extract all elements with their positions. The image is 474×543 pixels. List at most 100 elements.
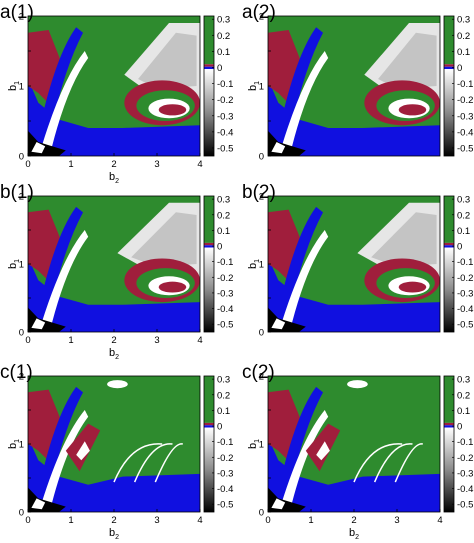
colorbar-tick-label: 0.2 [217, 31, 230, 42]
colorbar-tick-label: -0.5 [217, 143, 233, 154]
colorbar-tick-label: 0.1 [217, 47, 230, 58]
region-white-patch [76, 441, 90, 461]
colorbar-green [444, 196, 454, 243]
x-tick-label: 1 [68, 159, 73, 170]
colorbar-tick-label: 0.1 [457, 226, 470, 237]
y-tick-label: 2 [259, 372, 264, 383]
x-tick-label: 3 [154, 335, 159, 346]
y-axis-label: b1 [247, 439, 261, 449]
colorbar-crimson [204, 422, 214, 426]
y-tick-label: 2 [259, 192, 264, 203]
region-blue-swoop [276, 386, 324, 499]
heatmap-area [268, 376, 440, 512]
colorbar-crimson [444, 422, 454, 426]
panel-b1: 0 1 2 3 4 0 1 2 b1 b2 b(1) 0.3 0.2 0.1 0 -0.1 -0.2 -0.3 -0… [0, 182, 233, 361]
colorbar-tick-label: -0.2 [457, 453, 473, 464]
colorbar-tick-label: -0.3 [457, 288, 473, 299]
y-tick-label: 2 [259, 12, 264, 23]
y-tick-label: 1 [19, 260, 24, 271]
region-white-spot [107, 380, 128, 389]
colorbar-green [444, 16, 454, 65]
colorbar-gray-ramp [444, 247, 454, 332]
colorbar-blue [204, 425, 214, 428]
region-arc-3 [158, 104, 187, 116]
colorbar-blue [204, 66, 214, 70]
y-tick-label: 1 [19, 82, 24, 93]
colorbar-frame [443, 195, 455, 333]
region-white-arc [113, 443, 163, 483]
colorbar-gray-ramp [204, 69, 214, 156]
y-axis-label: b1 [7, 439, 21, 449]
region-white-arc [353, 443, 403, 483]
colorbar-tick-label: -0.2 [217, 453, 233, 464]
panel-label: a(2) [242, 2, 276, 23]
colorbar-tick-label: 0.2 [457, 31, 470, 42]
region-white-core [31, 498, 46, 510]
colorbar-tick-label: 0 [457, 242, 462, 253]
region-gray-wedge [138, 32, 197, 89]
x-tick-label: 0 [25, 335, 30, 346]
panel-label: b(1) [0, 182, 34, 203]
colorbar-tick-label: 0 [457, 63, 462, 74]
region-white-swoop [281, 410, 329, 503]
panel-label: b(2) [242, 182, 276, 203]
y-axis-label: b1 [7, 81, 21, 91]
region-white-core [271, 142, 286, 154]
x-tick-label: 4 [197, 515, 202, 526]
colorbar-blue [204, 245, 214, 248]
colorbar-tick-label: -0.4 [217, 304, 233, 315]
colorbar-tick-label: 0.3 [217, 195, 230, 206]
x-tick-label: 1 [68, 515, 73, 526]
region-white-core [271, 318, 286, 330]
colorbar: 0.3 0.2 0.1 0 -0.1 -0.2 -0.3 -0.4 -0.5 [203, 195, 233, 333]
y-tick-label: 1 [259, 260, 264, 271]
colorbar-tick-label: -0.5 [217, 500, 233, 511]
y-tick-label: 0 [19, 328, 24, 339]
colorbar-frame [443, 375, 455, 513]
region-white-arc [133, 443, 173, 483]
colorbar-tick-label: -0.3 [457, 111, 473, 122]
region-blue [268, 79, 440, 156]
colorbar-crimson [204, 242, 214, 246]
y-tick-label: 0 [259, 328, 264, 339]
x-tick-label: 2 [351, 515, 356, 526]
colorbar-frame [203, 15, 215, 157]
x-tick-label: 0 [25, 515, 30, 526]
y-axis-label: b1 [247, 81, 261, 91]
y-tick-label: 0 [19, 152, 24, 163]
colorbar-tick-label: 0.3 [457, 375, 470, 386]
colorbar-tick-label: -0.1 [457, 257, 473, 268]
colorbar-green [444, 376, 454, 423]
region-blue [268, 437, 440, 512]
y-tick-label: 0 [19, 508, 24, 519]
colorbar-frame [443, 15, 455, 157]
x-axis-label: b2 [349, 527, 359, 541]
colorbar-tick-label: 0.2 [457, 210, 470, 221]
colorbar-tick-label: -0.4 [217, 127, 233, 138]
region-blue [268, 257, 440, 332]
y-tick-label: 0 [259, 508, 264, 519]
y-tick-label: 1 [259, 440, 264, 451]
x-tick-label: 1 [308, 515, 313, 526]
colorbar-tick-label: -0.5 [217, 320, 233, 331]
colorbar-crimson [444, 242, 454, 246]
region-gray-wedge [378, 32, 437, 89]
region-blue [28, 437, 200, 512]
colorbar-gray-ramp [204, 427, 214, 512]
region-white-arc [394, 443, 423, 483]
region-blue-swoop [36, 206, 84, 319]
colorbar-green [204, 16, 214, 65]
x-tick-label: 4 [197, 335, 202, 346]
region-white-core [31, 142, 46, 154]
x-tick-label: 1 [68, 335, 73, 346]
region-arc-3 [398, 281, 427, 293]
x-tick-label: 4 [197, 159, 202, 170]
colorbar-tick-label: -0.3 [217, 288, 233, 299]
colorbar-blue [444, 66, 454, 70]
colorbar-tick-label: 0.2 [457, 390, 470, 401]
colorbar-tick-label: -0.1 [217, 257, 233, 268]
region-gray-wedge [371, 212, 437, 267]
colorbar-tick-label: -0.5 [457, 320, 473, 331]
colorbar-tick-label: -0.1 [457, 79, 473, 90]
